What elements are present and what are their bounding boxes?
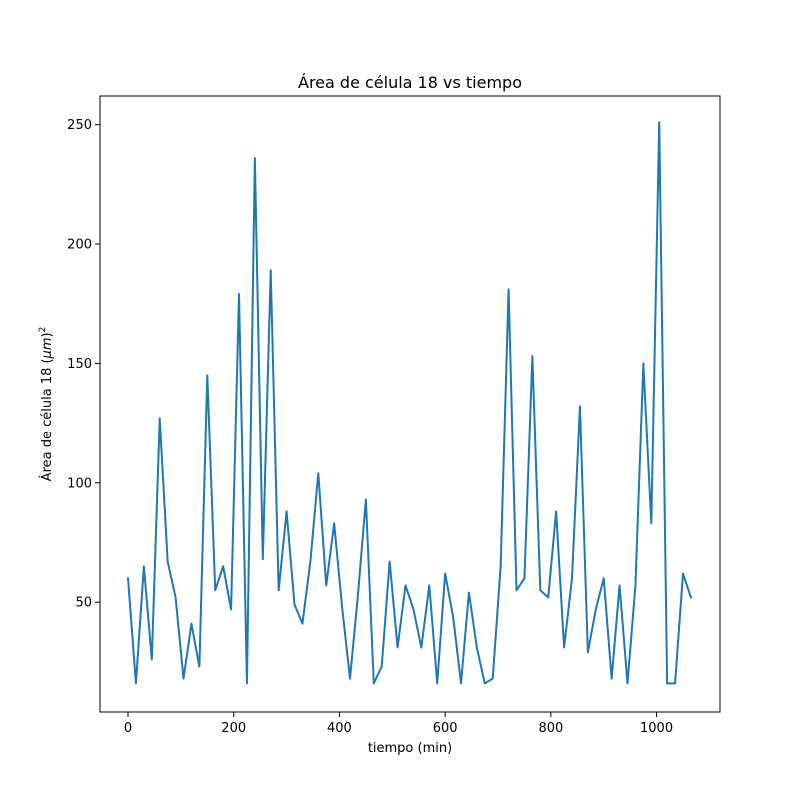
data-point — [420, 646, 423, 649]
data-point — [246, 682, 248, 685]
data-point — [301, 622, 304, 625]
data-point — [333, 522, 335, 525]
y-tick-label: 200 — [67, 238, 92, 253]
data-point — [610, 677, 613, 680]
data-point — [452, 615, 454, 618]
data-point — [254, 157, 256, 159]
data-point — [523, 577, 526, 580]
y-axis-label-mu: μm — [40, 337, 55, 359]
y-axis-label-main: Área de célula 18 ( — [39, 358, 55, 481]
x-tick-label: 0 — [124, 721, 132, 736]
data-point — [341, 606, 343, 608]
data-point — [325, 584, 328, 587]
data-point — [262, 558, 264, 560]
data-point — [182, 677, 185, 680]
data-point — [690, 596, 692, 599]
data-point — [650, 522, 653, 525]
data-point — [594, 608, 597, 611]
data-point — [198, 665, 201, 668]
data-point — [468, 591, 470, 594]
data-point — [507, 288, 510, 291]
data-point — [666, 682, 668, 685]
data-point — [151, 658, 153, 661]
data-point — [285, 510, 288, 513]
chart-title: Área de célula 18 vs tiempo — [298, 73, 522, 92]
data-point — [460, 682, 462, 685]
x-tick-label: 800 — [538, 721, 563, 736]
data-point — [174, 596, 177, 599]
data-point — [539, 589, 542, 592]
x-axis: 0 200 400 600 800 1000 — [124, 712, 673, 736]
data-point — [230, 608, 232, 611]
data-point — [190, 622, 193, 625]
y-axis-label: Área de célula 18 (μm)2 — [38, 327, 55, 482]
data-point — [674, 682, 676, 685]
y-axis: 50 100 150 200 250 — [67, 118, 100, 611]
y-tick-label: 50 — [75, 596, 92, 611]
data-point — [206, 374, 209, 377]
data-point — [428, 584, 431, 587]
data-point — [579, 405, 581, 408]
data-point — [555, 510, 557, 513]
data-point — [404, 584, 407, 587]
data-point — [158, 417, 161, 420]
data-point — [626, 682, 629, 685]
x-tick-label: 1000 — [640, 721, 673, 736]
data-point — [238, 293, 240, 295]
data-point — [682, 572, 684, 575]
data-point — [634, 584, 637, 587]
series-line-0 — [126, 121, 693, 685]
data-point — [491, 677, 494, 680]
data-point — [642, 362, 645, 365]
data-point — [436, 682, 439, 685]
data-point — [444, 572, 446, 575]
y-axis-label-close: ) — [40, 332, 55, 337]
data-point — [515, 589, 518, 592]
data-point — [349, 677, 351, 680]
data-point — [571, 577, 573, 580]
y-axis-label-exponent: 2 — [38, 327, 48, 333]
data-point — [563, 646, 565, 649]
plot-frame — [99, 95, 721, 713]
x-axis-label: tiempo (min) — [368, 741, 452, 756]
data-point — [388, 560, 391, 563]
data-point — [547, 596, 550, 599]
data-point — [483, 682, 486, 685]
data-point — [587, 651, 589, 654]
data-point — [372, 682, 375, 685]
data-point — [127, 577, 129, 580]
data-point — [222, 565, 224, 568]
y-tick-label: 100 — [67, 476, 92, 491]
x-tick-label: 400 — [327, 721, 352, 736]
data-point — [499, 565, 502, 568]
data-point — [269, 269, 272, 272]
data-point — [135, 682, 137, 685]
data-point — [380, 665, 383, 668]
data-point — [602, 577, 605, 580]
data-point — [412, 608, 415, 611]
data-point — [396, 646, 399, 649]
data-point — [166, 560, 169, 563]
data-point — [531, 355, 534, 358]
x-tick-label: 600 — [433, 721, 458, 736]
data-point — [309, 560, 312, 563]
data-point — [476, 646, 478, 649]
data-point — [618, 584, 621, 587]
data-point — [143, 565, 145, 568]
data-point — [658, 121, 661, 124]
x-tick-label: 200 — [221, 721, 246, 736]
data-point — [277, 589, 280, 592]
data-point — [317, 472, 320, 475]
y-tick-label: 250 — [67, 118, 92, 133]
y-tick-label: 150 — [67, 357, 92, 372]
data-point — [214, 589, 217, 592]
data-point — [357, 594, 359, 596]
data-point — [365, 498, 367, 501]
data-point — [293, 603, 296, 606]
